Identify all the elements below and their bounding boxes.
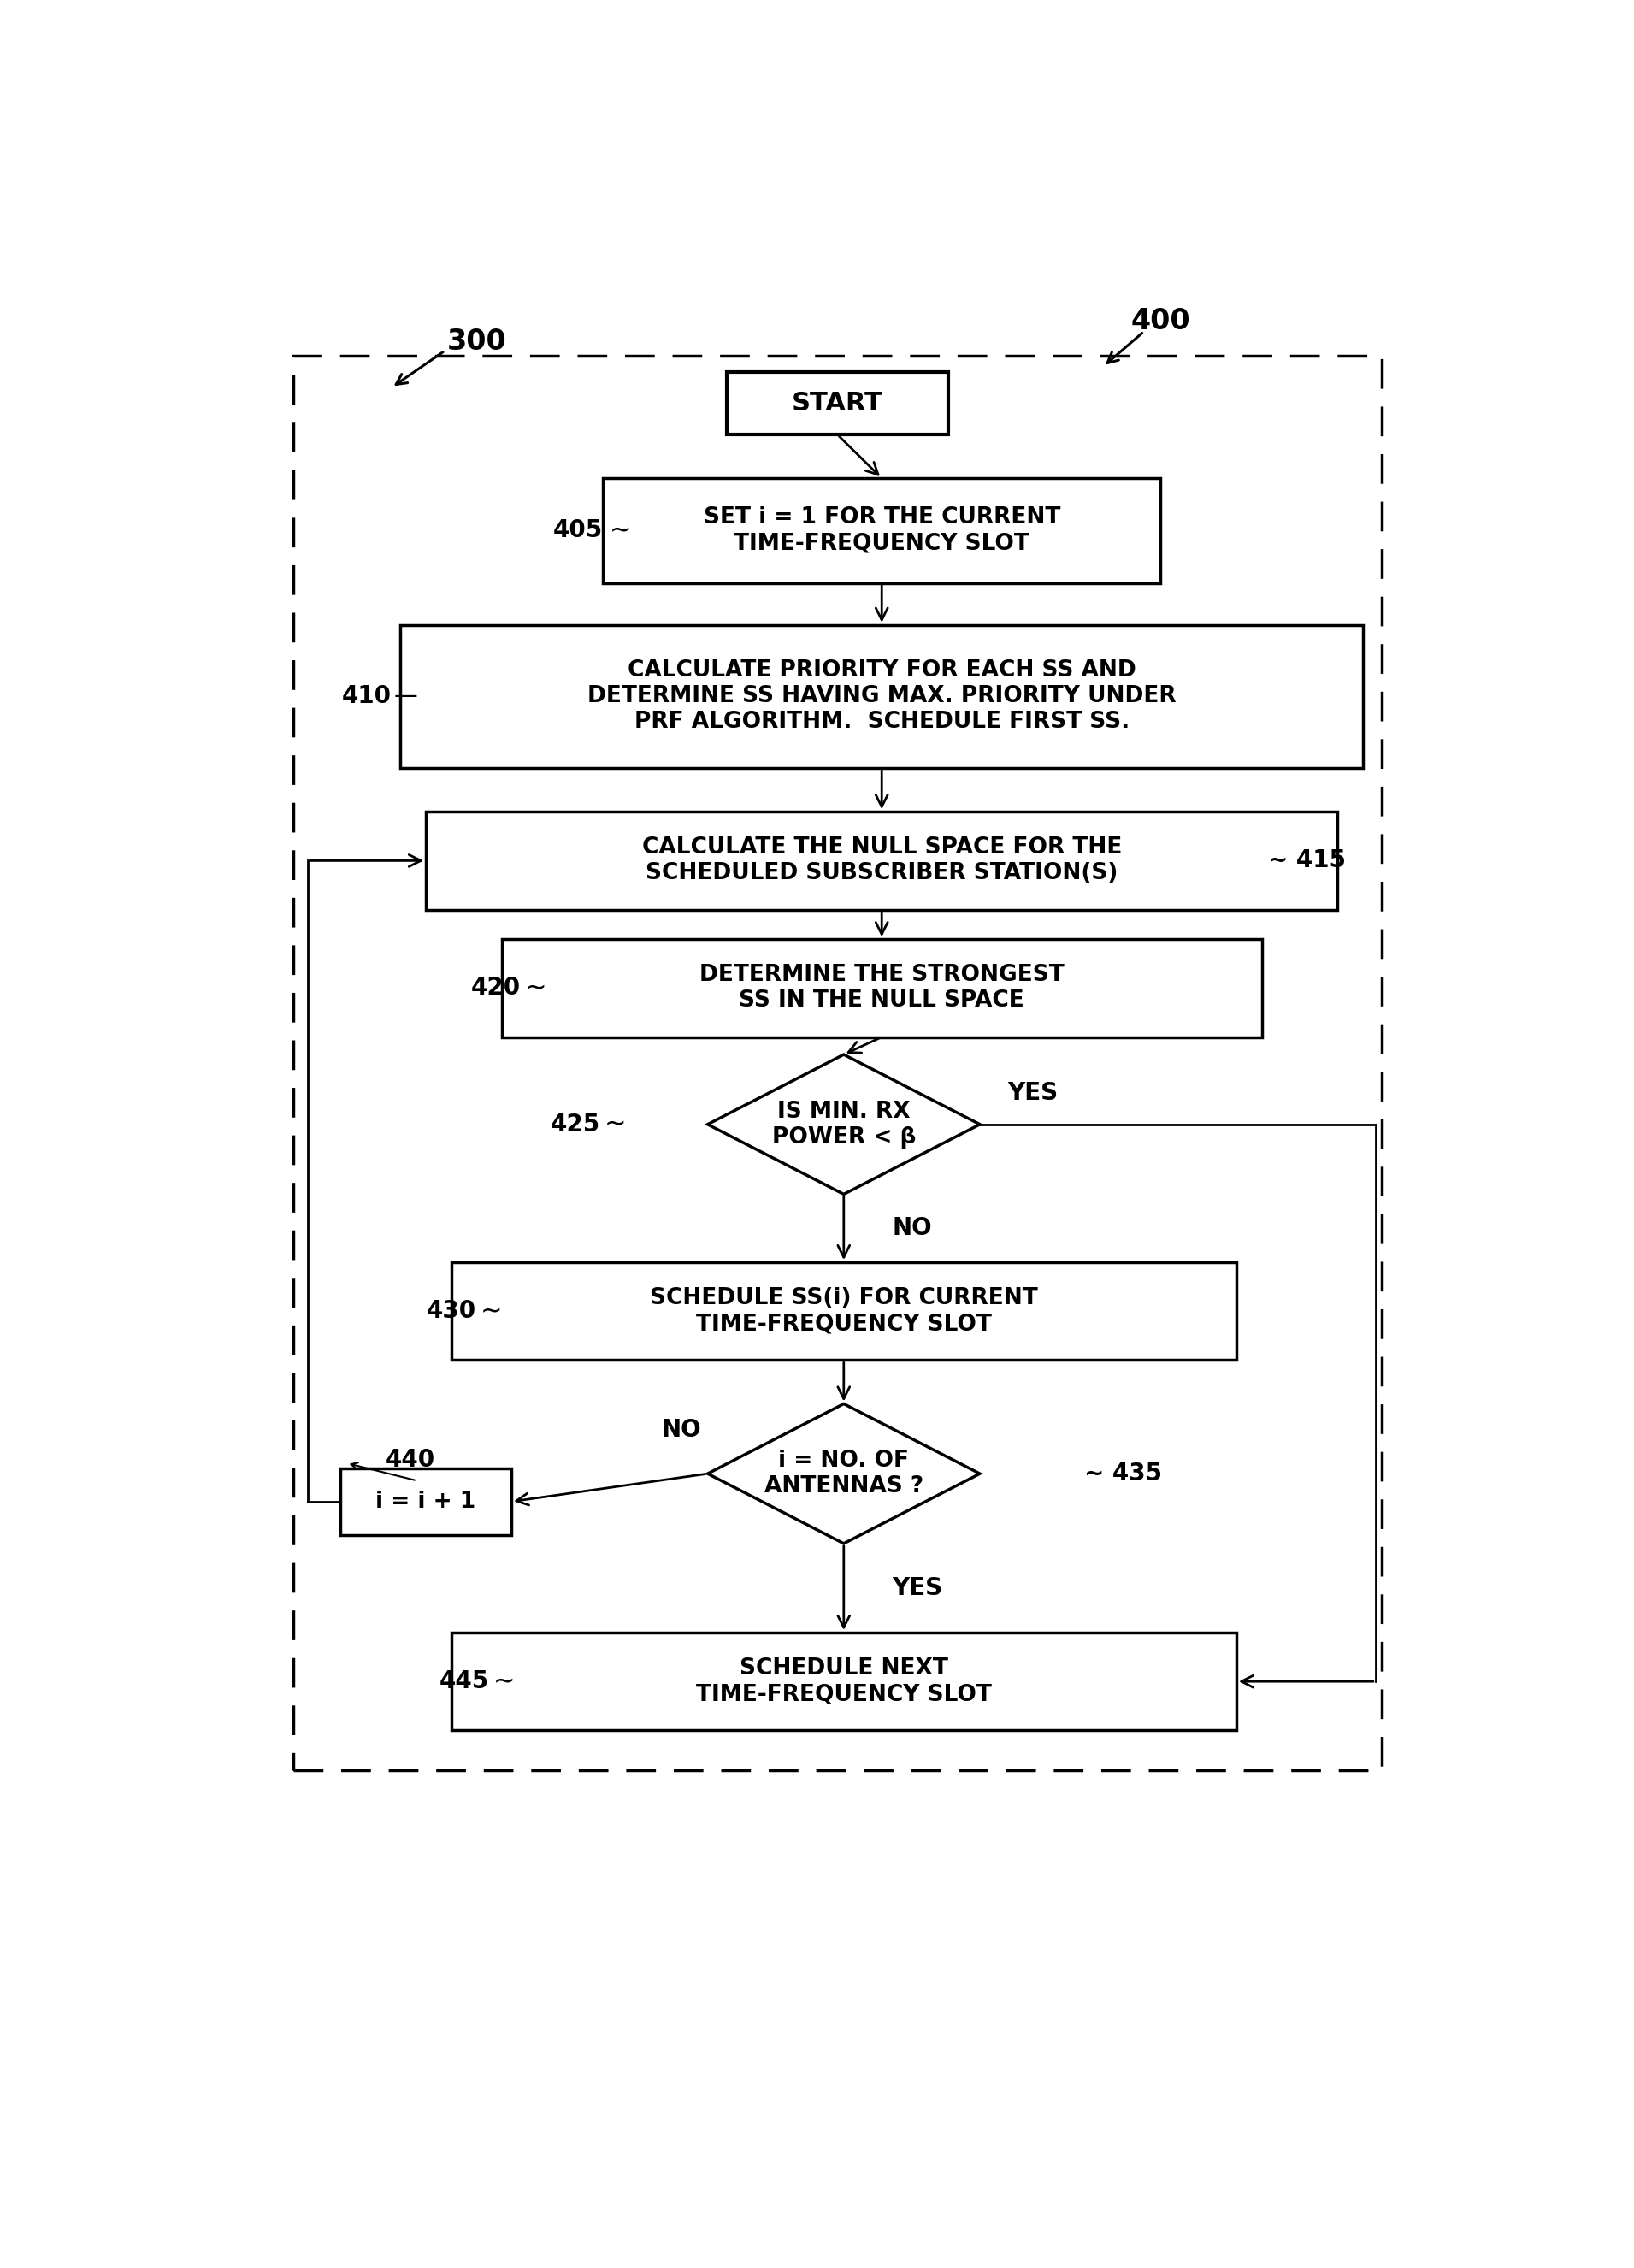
Text: YES: YES	[1008, 1082, 1059, 1105]
Text: 440: 440	[386, 1447, 436, 1472]
Text: ∼: ∼	[480, 1300, 502, 1325]
Text: NO: NO	[892, 1216, 931, 1241]
Text: 425: 425	[551, 1111, 601, 1136]
Text: SCHEDULE SS(i) FOR CURRENT
TIME-FREQUENCY SLOT: SCHEDULE SS(i) FOR CURRENT TIME-FREQUENC…	[650, 1288, 1038, 1336]
Text: i = NO. OF
ANTENNAS ?: i = NO. OF ANTENNAS ?	[765, 1449, 923, 1497]
Text: CALCULATE PRIORITY FOR EACH SS AND
DETERMINE SS HAVING MAX. PRIORITY UNDER
PRF A: CALCULATE PRIORITY FOR EACH SS AND DETER…	[587, 660, 1176, 733]
Polygon shape	[708, 1055, 980, 1195]
Polygon shape	[708, 1404, 980, 1545]
Text: 445: 445	[440, 1669, 489, 1694]
Text: —: —	[394, 685, 418, 708]
FancyBboxPatch shape	[451, 1633, 1237, 1730]
Text: ∼: ∼	[525, 975, 546, 1000]
FancyBboxPatch shape	[727, 372, 948, 435]
FancyBboxPatch shape	[400, 626, 1363, 769]
FancyBboxPatch shape	[502, 939, 1261, 1036]
Text: ∼ 435: ∼ 435	[1085, 1461, 1162, 1486]
Text: CALCULATE THE NULL SPACE FOR THE
SCHEDULED SUBSCRIBER STATION(S): CALCULATE THE NULL SPACE FOR THE SCHEDUL…	[642, 837, 1123, 885]
Text: DETERMINE THE STRONGEST
SS IN THE NULL SPACE: DETERMINE THE STRONGEST SS IN THE NULL S…	[699, 964, 1064, 1012]
Text: YES: YES	[892, 1576, 943, 1599]
Text: START: START	[792, 390, 882, 415]
Text: 430: 430	[426, 1300, 477, 1322]
Text: 300: 300	[446, 329, 507, 356]
FancyBboxPatch shape	[426, 812, 1338, 909]
FancyBboxPatch shape	[340, 1467, 511, 1535]
Text: ∼: ∼	[605, 1111, 626, 1136]
Text: 420: 420	[471, 975, 521, 1000]
Text: 410: 410	[342, 685, 392, 708]
Text: 405: 405	[554, 519, 603, 542]
Text: ∼: ∼	[609, 517, 631, 542]
FancyBboxPatch shape	[603, 479, 1160, 583]
Text: SET i = 1 FOR THE CURRENT
TIME-FREQUENCY SLOT: SET i = 1 FOR THE CURRENT TIME-FREQUENCY…	[703, 506, 1060, 556]
Text: ∼ 415: ∼ 415	[1268, 848, 1346, 873]
Text: i = i + 1: i = i + 1	[376, 1490, 475, 1513]
Text: SCHEDULE NEXT
TIME-FREQUENCY SLOT: SCHEDULE NEXT TIME-FREQUENCY SLOT	[696, 1658, 992, 1706]
Text: ∼: ∼	[493, 1669, 515, 1694]
Text: NO: NO	[662, 1418, 701, 1442]
Text: 400: 400	[1131, 306, 1190, 336]
FancyBboxPatch shape	[451, 1263, 1237, 1361]
Text: IS MIN. RX
POWER < β: IS MIN. RX POWER < β	[771, 1100, 915, 1148]
